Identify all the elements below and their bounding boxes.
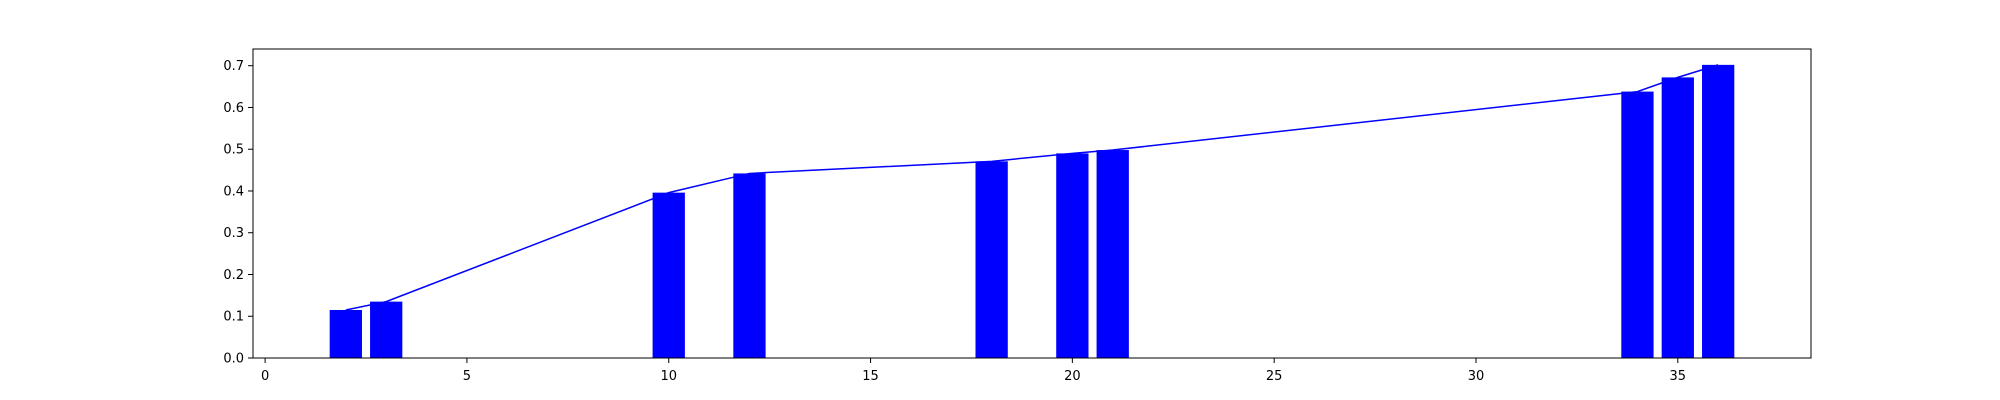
y-axis: 0.0 0.1 0.2 0.3 0.4 0.5 0.6 0.7 bbox=[223, 59, 253, 367]
plot-frame bbox=[252, 48, 1812, 359]
bar-36 bbox=[1702, 64, 1735, 359]
y-tick-label: 0.5 bbox=[223, 143, 244, 158]
x-tick-label: 5 bbox=[463, 369, 471, 384]
x-tick-label: 35 bbox=[1670, 369, 1687, 384]
bar-12 bbox=[733, 173, 766, 358]
y-tick-label: 0.1 bbox=[223, 310, 244, 325]
bar-3 bbox=[370, 301, 403, 358]
trend-line bbox=[345, 64, 1719, 311]
bar-2 bbox=[329, 309, 362, 358]
bar-21 bbox=[1096, 150, 1129, 358]
x-tick-label: 10 bbox=[660, 369, 677, 384]
y-tick-label: 0.2 bbox=[223, 268, 244, 283]
bar-18 bbox=[975, 161, 1008, 358]
bars-group bbox=[329, 64, 1735, 359]
y-tick-label: 0.3 bbox=[223, 226, 244, 241]
bar-35 bbox=[1661, 77, 1694, 358]
bar-20 bbox=[1056, 153, 1089, 358]
x-tick-label: 0 bbox=[261, 369, 269, 384]
x-tick-label: 30 bbox=[1468, 369, 1485, 384]
x-tick-label: 15 bbox=[862, 369, 879, 384]
line-layer bbox=[345, 64, 1719, 311]
bar-10 bbox=[652, 192, 685, 358]
y-tick-label: 0.4 bbox=[223, 184, 244, 199]
x-tick-label: 20 bbox=[1064, 369, 1081, 384]
bar-34 bbox=[1621, 91, 1654, 358]
y-tick-label: 0.7 bbox=[223, 59, 244, 74]
y-tick-label: 0.6 bbox=[223, 101, 244, 116]
x-tick-label: 25 bbox=[1266, 369, 1283, 384]
y-tick-label: 0.0 bbox=[223, 352, 244, 367]
x-axis: 0 5 10 15 20 25 30 35 bbox=[261, 358, 1686, 384]
